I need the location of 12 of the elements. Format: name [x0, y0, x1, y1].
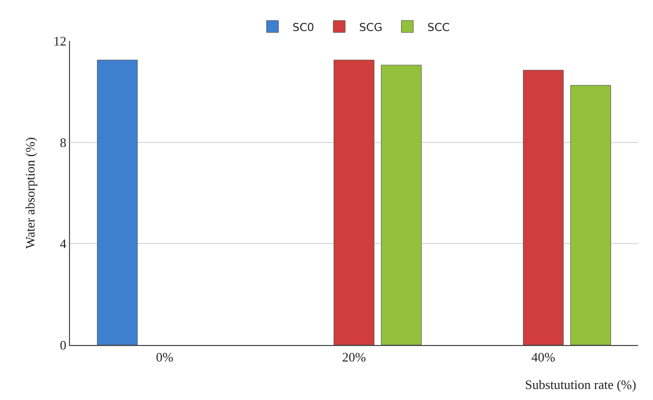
- y-tick-label: 8: [60, 134, 66, 150]
- legend-label: SCC: [427, 20, 450, 34]
- legend-label: SC0: [292, 20, 314, 34]
- y-tick-label: 12: [53, 34, 66, 49]
- x-tick-label: 20%: [342, 350, 366, 365]
- legend-label: SCG: [359, 20, 382, 34]
- x-tick-label: 40%: [531, 350, 556, 365]
- y-tick-label: 0: [60, 338, 66, 353]
- x-axis-title: Substutution rate (%): [525, 377, 636, 392]
- x-tick-label: 0%: [156, 350, 174, 365]
- y-axis-title: Water absorption (%): [22, 137, 38, 249]
- y-tick-label: 4: [60, 236, 67, 252]
